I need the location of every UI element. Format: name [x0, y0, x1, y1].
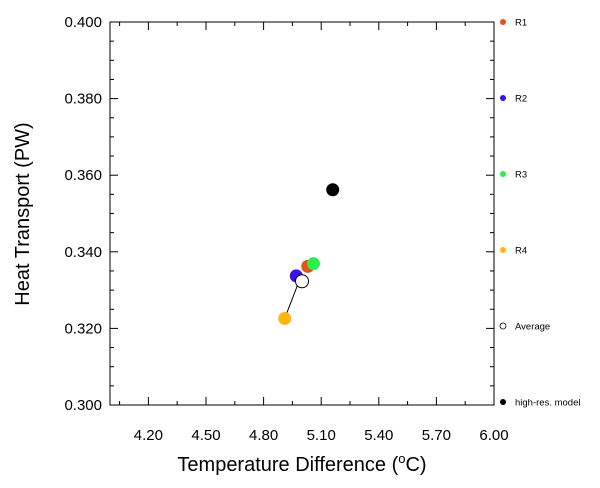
legend: R1 R2 R3 R4 Average high-res. model	[499, 18, 580, 409]
legend-label-average: Average	[515, 322, 550, 333]
point-r4	[278, 311, 292, 325]
legend-marker-r1	[500, 19, 506, 25]
legend-marker-r2	[500, 95, 506, 101]
plot-frame	[109, 21, 495, 406]
y-axis-title: Heat Transport (PW)	[12, 122, 34, 305]
x-axis-title-suffix: C)	[405, 454, 426, 476]
legend-label-r2: R2	[515, 94, 527, 105]
point-r3	[307, 257, 321, 271]
y-axis-ticks: 0.300 0.320 0.340 0.360 0.380 0.400	[64, 14, 494, 414]
x-axis-title: Temperature Difference (oC)	[177, 451, 426, 476]
x-tick-label: 4.80	[249, 427, 278, 444]
x-tick-label: 5.70	[422, 427, 451, 444]
y-tick-label: 0.400	[64, 14, 102, 31]
point-average	[295, 274, 309, 289]
legend-marker-average	[499, 322, 507, 330]
data-points	[278, 183, 340, 325]
x-tick-label: 5.40	[364, 427, 393, 444]
y-tick-label: 0.380	[64, 91, 102, 108]
x-tick-label: 6.00	[479, 427, 508, 444]
y-tick-label: 0.300	[64, 397, 102, 414]
x-axis-title-superscript: o	[398, 451, 405, 466]
y-tick-label: 0.320	[64, 320, 102, 337]
legend-marker-high-res-model	[500, 399, 506, 405]
legend-label-high-res-model: high-res. model	[515, 398, 580, 409]
x-tick-label: 4.20	[134, 427, 163, 444]
legend-label-r1: R1	[515, 18, 527, 29]
x-axis-title-prefix: Temperature Difference (	[177, 454, 398, 476]
y-tick-label: 0.340	[64, 244, 102, 261]
x-tick-label: 4.50	[191, 427, 220, 444]
legend-label-r3: R3	[515, 170, 527, 181]
legend-marker-r4	[500, 247, 506, 253]
legend-marker-r3	[500, 171, 506, 177]
x-axis-ticks: 4.20 4.50 4.80 5.10 5.40 5.70 6.00	[119, 22, 509, 444]
y-tick-label: 0.360	[64, 167, 102, 184]
x-tick-label: 5.10	[307, 427, 336, 444]
legend-label-r4: R4	[515, 246, 527, 257]
point-high-res-model	[326, 183, 340, 197]
